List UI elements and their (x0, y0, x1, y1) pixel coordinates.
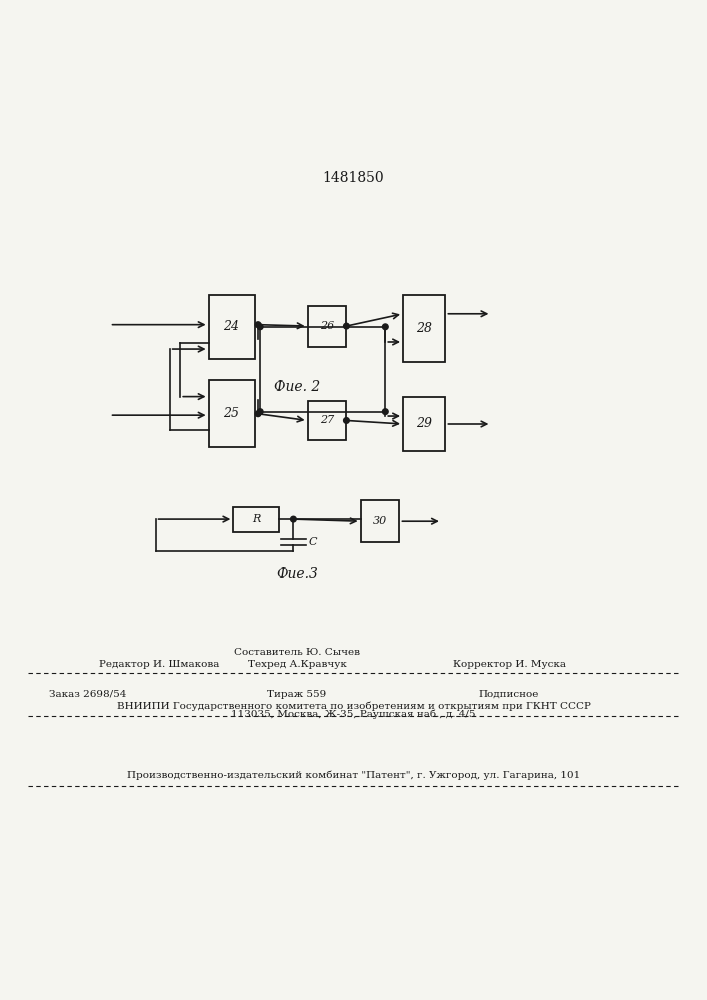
Bar (361, 500, 399, 542)
Bar (209, 380, 255, 447)
Bar (308, 401, 346, 440)
Circle shape (257, 324, 263, 330)
Text: 28: 28 (416, 322, 432, 335)
Bar (233, 507, 279, 532)
Text: 24: 24 (223, 320, 240, 333)
Text: 113035, Москва, Ж-35, Раушская наб., д. 4/5: 113035, Москва, Ж-35, Раушская наб., д. … (231, 709, 476, 719)
Text: 30: 30 (373, 516, 387, 526)
Text: Фие. 2: Фие. 2 (274, 380, 320, 394)
Text: Редактор И. Шмакова: Редактор И. Шмакова (99, 660, 219, 669)
Bar (403, 295, 445, 362)
Bar (308, 306, 346, 347)
Circle shape (344, 323, 349, 329)
Text: Производственно-издательский комбинат "Патент", г. Ужгород, ул. Гагарина, 101: Производственно-издательский комбинат "П… (127, 771, 580, 780)
Circle shape (255, 322, 261, 327)
Circle shape (291, 516, 296, 522)
Text: Составитель Ю. Сычев: Составитель Ю. Сычев (234, 648, 360, 657)
Circle shape (382, 409, 388, 414)
Text: 25: 25 (223, 407, 240, 420)
Circle shape (344, 418, 349, 423)
Text: C: C (309, 537, 317, 547)
Text: Техред А.Кравчук: Техред А.Кравчук (247, 660, 346, 669)
Text: Заказ 2698/54: Заказ 2698/54 (49, 690, 127, 699)
Circle shape (382, 324, 388, 330)
Text: ВНИИПИ Государственного комитета по изобретениям и открытиям при ГКНТ СССР: ВНИИПИ Государственного комитета по изоб… (117, 702, 590, 711)
Text: Фие.3: Фие.3 (276, 567, 318, 581)
Text: Подписное: Подписное (479, 690, 539, 699)
Bar (209, 295, 255, 359)
Text: R: R (252, 514, 260, 524)
Text: 1481850: 1481850 (322, 171, 385, 185)
Text: 29: 29 (416, 417, 432, 430)
Text: Корректор И. Муска: Корректор И. Муска (452, 660, 566, 669)
Text: Тираж 559: Тираж 559 (267, 690, 327, 699)
Text: 26: 26 (320, 321, 334, 331)
Bar (403, 397, 445, 451)
Circle shape (255, 411, 261, 417)
Circle shape (257, 409, 263, 414)
Text: 27: 27 (320, 415, 334, 425)
